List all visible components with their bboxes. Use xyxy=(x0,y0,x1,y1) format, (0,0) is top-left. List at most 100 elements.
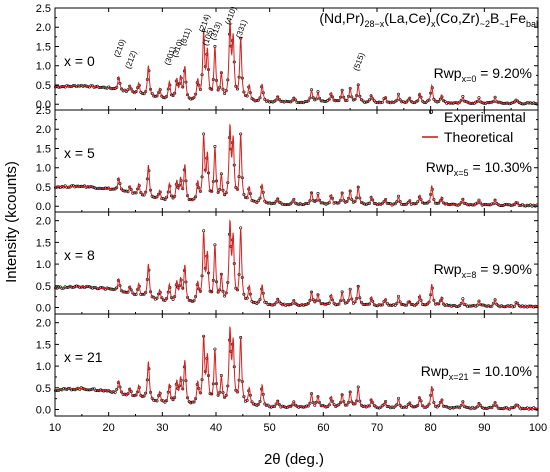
hkl-label: (311) xyxy=(178,27,193,47)
experimental-point xyxy=(306,301,310,305)
experimental-point xyxy=(70,184,74,188)
experimental-point xyxy=(535,102,539,106)
experimental-point xyxy=(483,202,487,206)
experimental-point xyxy=(139,191,143,195)
panel-frame xyxy=(54,313,539,417)
experimental-point xyxy=(535,407,539,411)
y-tick-label: 0.0 xyxy=(36,404,51,416)
experimental-point xyxy=(126,392,130,396)
experimental-point xyxy=(353,402,357,406)
experimental-point xyxy=(334,303,338,307)
y-tick-label: 1.0 xyxy=(36,259,51,271)
experimental-point xyxy=(292,197,296,201)
experimental-point xyxy=(332,301,336,305)
y-tick-label: 0.0 xyxy=(36,99,51,111)
panel-2: 0.0 0.5 1.0 1.5 2.0 x = 8 Rwpx=8 = 9.90% xyxy=(36,211,539,315)
experimental-point xyxy=(359,200,363,204)
experimental-point xyxy=(522,102,526,106)
experimental-point xyxy=(385,201,389,205)
experimental-point xyxy=(65,84,69,88)
experimental-point xyxy=(284,405,288,409)
panels-group: 0.0 0.5 1.0 1.5 2.0 2.5 x = 0 Rwpx=0 = 9.20% (21… xyxy=(36,3,547,434)
experimental-point xyxy=(477,402,481,406)
hkl-label: (212) xyxy=(124,49,139,70)
experimental-point xyxy=(520,102,524,106)
hkl-label: (515) xyxy=(352,51,367,72)
experimental-point xyxy=(100,286,104,290)
experimental-point xyxy=(134,90,138,94)
y-tick-label: 2.5 xyxy=(36,105,51,117)
experimental-point xyxy=(94,388,98,392)
x-tick-label: 60 xyxy=(317,422,329,434)
legend: ° Experimental Theoretical xyxy=(422,107,526,145)
experimental-point xyxy=(223,92,227,96)
experimental-point xyxy=(437,404,441,408)
x-tick-label: 20 xyxy=(103,422,115,434)
experimental-point xyxy=(253,99,257,103)
y-tick-label: 2.0 xyxy=(36,318,51,330)
x-tick-label: 100 xyxy=(529,422,547,434)
experimental-point xyxy=(493,298,497,302)
experimental-point xyxy=(353,97,357,101)
experimental-point xyxy=(421,201,425,205)
experimental-point xyxy=(95,287,99,291)
experimental-point xyxy=(126,290,130,294)
y-tick-label: 2.0 xyxy=(36,216,51,228)
experimental-point xyxy=(78,387,82,391)
hkl-label: (331) xyxy=(234,18,249,39)
experimental-point xyxy=(292,96,296,100)
rwp-label: Rwpx=5 = 10.30% xyxy=(426,159,532,178)
x-tick-label: 30 xyxy=(156,422,168,434)
experimental-point xyxy=(223,294,227,298)
experimental-point xyxy=(319,302,323,306)
panel-frame xyxy=(54,109,539,213)
y-tick-label: 0.5 xyxy=(36,281,51,293)
x-tick-label: 10 xyxy=(49,422,61,434)
experimental-point xyxy=(152,195,156,199)
experimental-point xyxy=(363,100,367,104)
experimental-point xyxy=(516,201,520,205)
experimental-point xyxy=(469,102,473,106)
experimental-point xyxy=(337,99,341,103)
experimental-point xyxy=(78,285,82,289)
experimental-point xyxy=(290,99,294,103)
experimental-point xyxy=(380,201,384,205)
experimental-point xyxy=(269,303,273,307)
experimental-point xyxy=(268,100,272,104)
experimental-point xyxy=(461,197,465,201)
experimental-point xyxy=(411,101,415,105)
y-tick-label: 1.5 xyxy=(36,143,51,155)
experimental-point xyxy=(353,199,357,203)
experimental-point xyxy=(74,85,78,89)
y-tick-label: 2.0 xyxy=(36,22,51,34)
experimental-point xyxy=(525,101,529,105)
x-tick-label: 50 xyxy=(264,422,276,434)
experimental-point xyxy=(89,84,93,88)
y-tick-label: 0.0 xyxy=(36,302,51,314)
experimental-point xyxy=(301,202,305,206)
experimental-point xyxy=(477,299,481,303)
experimental-point xyxy=(171,196,175,200)
rwp-label: Rwpx=8 = 9.90% xyxy=(434,261,532,280)
y-tick-label: 2.5 xyxy=(36,3,51,15)
experimental-point xyxy=(239,226,243,230)
y-tick-label: 0.0 xyxy=(36,201,51,213)
y-tick-label: 1.0 xyxy=(36,361,51,373)
experimental-point xyxy=(332,98,336,102)
experimental-point xyxy=(377,303,381,307)
y-tick-label: 1.5 xyxy=(36,339,51,351)
experimental-point xyxy=(424,100,428,104)
x-tick-label: 80 xyxy=(425,422,437,434)
experimental-point xyxy=(493,95,497,99)
experimental-point xyxy=(131,394,135,398)
experimental-point xyxy=(532,101,536,105)
experimental-point xyxy=(282,202,286,206)
x-tick-label: 90 xyxy=(478,422,490,434)
y-tick-label: 0.5 xyxy=(36,383,51,395)
experimental-point xyxy=(416,301,420,305)
y-tick-label: 0.5 xyxy=(36,80,51,92)
experimental-point xyxy=(477,198,481,202)
x-tick-label: 70 xyxy=(371,422,383,434)
experimental-point xyxy=(495,404,499,408)
experimental-point xyxy=(277,403,281,407)
